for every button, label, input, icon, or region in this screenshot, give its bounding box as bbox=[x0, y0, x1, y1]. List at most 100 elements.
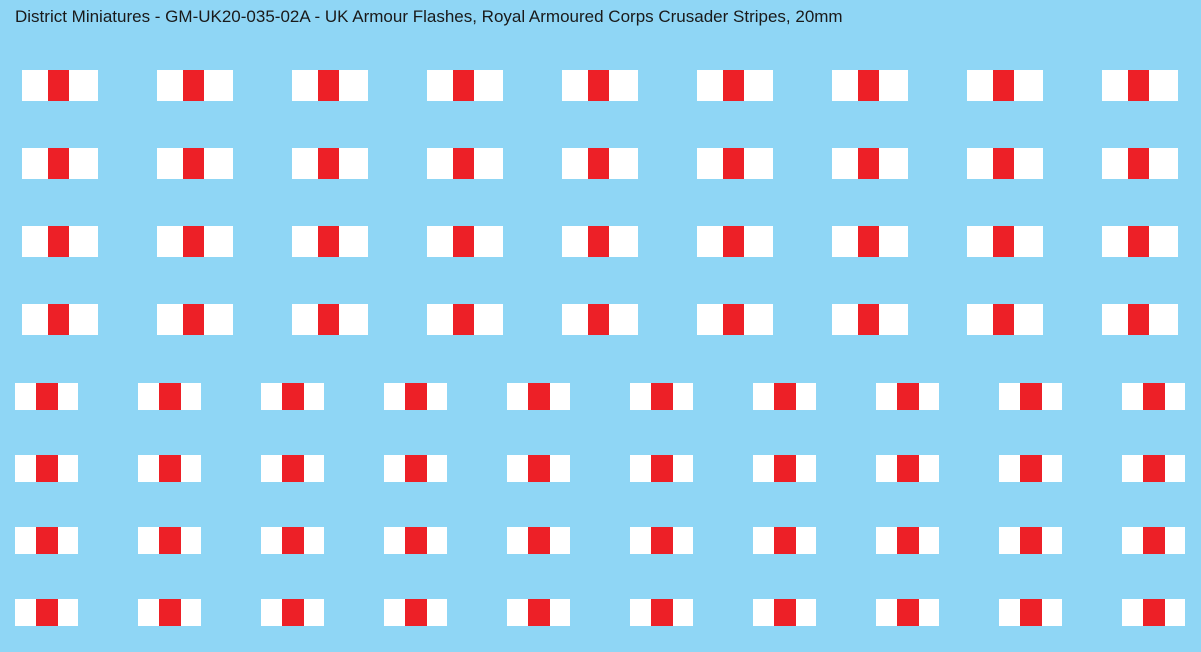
crusader-stripe-flash-large bbox=[292, 226, 368, 257]
red-stripe bbox=[48, 304, 69, 335]
white-stripe bbox=[879, 304, 908, 335]
white-stripe bbox=[507, 599, 528, 626]
white-stripe bbox=[1042, 383, 1062, 410]
red-stripe bbox=[318, 148, 339, 179]
crusader-stripe-flash-small bbox=[507, 455, 570, 482]
red-stripe bbox=[528, 383, 550, 410]
red-stripe bbox=[897, 455, 919, 482]
white-stripe bbox=[204, 70, 233, 101]
crusader-stripe-flash-large bbox=[1102, 304, 1178, 335]
white-stripe bbox=[181, 455, 201, 482]
crusader-stripe-flash-small bbox=[999, 527, 1062, 554]
white-stripe bbox=[261, 527, 282, 554]
red-stripe bbox=[651, 455, 673, 482]
white-stripe bbox=[796, 455, 816, 482]
white-stripe bbox=[630, 527, 651, 554]
white-stripe bbox=[69, 70, 98, 101]
white-stripe bbox=[339, 70, 368, 101]
white-stripe bbox=[796, 599, 816, 626]
crusader-stripe-flash-small bbox=[1122, 383, 1185, 410]
white-stripe bbox=[181, 599, 201, 626]
crusader-stripe-flash-small bbox=[753, 383, 816, 410]
white-stripe bbox=[967, 226, 993, 257]
white-stripe bbox=[1014, 304, 1043, 335]
red-stripe bbox=[897, 599, 919, 626]
crusader-stripe-flash-large bbox=[157, 148, 233, 179]
red-stripe bbox=[318, 70, 339, 101]
white-stripe bbox=[157, 70, 183, 101]
white-stripe bbox=[796, 383, 816, 410]
white-stripe bbox=[339, 148, 368, 179]
white-stripe bbox=[427, 599, 447, 626]
white-stripe bbox=[58, 599, 78, 626]
white-stripe bbox=[157, 304, 183, 335]
crusader-stripe-flash-small bbox=[999, 383, 1062, 410]
white-stripe bbox=[967, 148, 993, 179]
red-stripe bbox=[1143, 527, 1165, 554]
white-stripe bbox=[879, 148, 908, 179]
red-stripe bbox=[405, 455, 427, 482]
white-stripe bbox=[15, 599, 36, 626]
red-stripe bbox=[405, 383, 427, 410]
white-stripe bbox=[673, 455, 693, 482]
white-stripe bbox=[1042, 599, 1062, 626]
white-stripe bbox=[1122, 527, 1143, 554]
red-stripe bbox=[453, 148, 474, 179]
white-stripe bbox=[204, 304, 233, 335]
white-stripe bbox=[474, 148, 503, 179]
white-stripe bbox=[474, 304, 503, 335]
crusader-stripe-flash-small bbox=[1122, 599, 1185, 626]
white-stripe bbox=[876, 599, 897, 626]
white-stripe bbox=[1042, 527, 1062, 554]
white-stripe bbox=[204, 226, 233, 257]
red-stripe bbox=[183, 70, 204, 101]
red-stripe bbox=[453, 70, 474, 101]
white-stripe bbox=[550, 455, 570, 482]
crusader-stripe-flash-small bbox=[261, 527, 324, 554]
white-stripe bbox=[339, 226, 368, 257]
white-stripe bbox=[339, 304, 368, 335]
white-stripe bbox=[796, 527, 816, 554]
white-stripe bbox=[919, 599, 939, 626]
red-stripe bbox=[159, 599, 181, 626]
white-stripe bbox=[1149, 226, 1178, 257]
white-stripe bbox=[304, 599, 324, 626]
red-stripe bbox=[159, 383, 181, 410]
red-stripe bbox=[588, 148, 609, 179]
crusader-stripe-flash-large bbox=[562, 70, 638, 101]
white-stripe bbox=[562, 70, 588, 101]
red-stripe bbox=[528, 527, 550, 554]
crusader-stripe-flash-large bbox=[22, 70, 98, 101]
white-stripe bbox=[876, 455, 897, 482]
white-stripe bbox=[22, 70, 48, 101]
crusader-stripe-flash-small bbox=[384, 527, 447, 554]
white-stripe bbox=[1122, 455, 1143, 482]
red-stripe bbox=[318, 304, 339, 335]
crusader-stripe-flash-small bbox=[630, 599, 693, 626]
red-stripe bbox=[723, 304, 744, 335]
white-stripe bbox=[1042, 455, 1062, 482]
red-stripe bbox=[774, 527, 796, 554]
white-stripe bbox=[832, 148, 858, 179]
red-stripe bbox=[1020, 383, 1042, 410]
white-stripe bbox=[384, 527, 405, 554]
crusader-stripe-flash-small bbox=[261, 383, 324, 410]
red-stripe bbox=[774, 383, 796, 410]
white-stripe bbox=[22, 304, 48, 335]
crusader-stripe-flash-small bbox=[507, 383, 570, 410]
white-stripe bbox=[1014, 226, 1043, 257]
red-stripe bbox=[453, 226, 474, 257]
white-stripe bbox=[261, 599, 282, 626]
white-stripe bbox=[1122, 383, 1143, 410]
crusader-stripe-flash-small bbox=[138, 599, 201, 626]
white-stripe bbox=[138, 455, 159, 482]
white-stripe bbox=[474, 70, 503, 101]
crusader-stripe-flash-small bbox=[876, 527, 939, 554]
white-stripe bbox=[157, 226, 183, 257]
crusader-stripe-flash-large bbox=[22, 304, 98, 335]
white-stripe bbox=[157, 148, 183, 179]
crusader-stripe-flash-large bbox=[22, 226, 98, 257]
white-stripe bbox=[744, 226, 773, 257]
red-stripe bbox=[588, 304, 609, 335]
